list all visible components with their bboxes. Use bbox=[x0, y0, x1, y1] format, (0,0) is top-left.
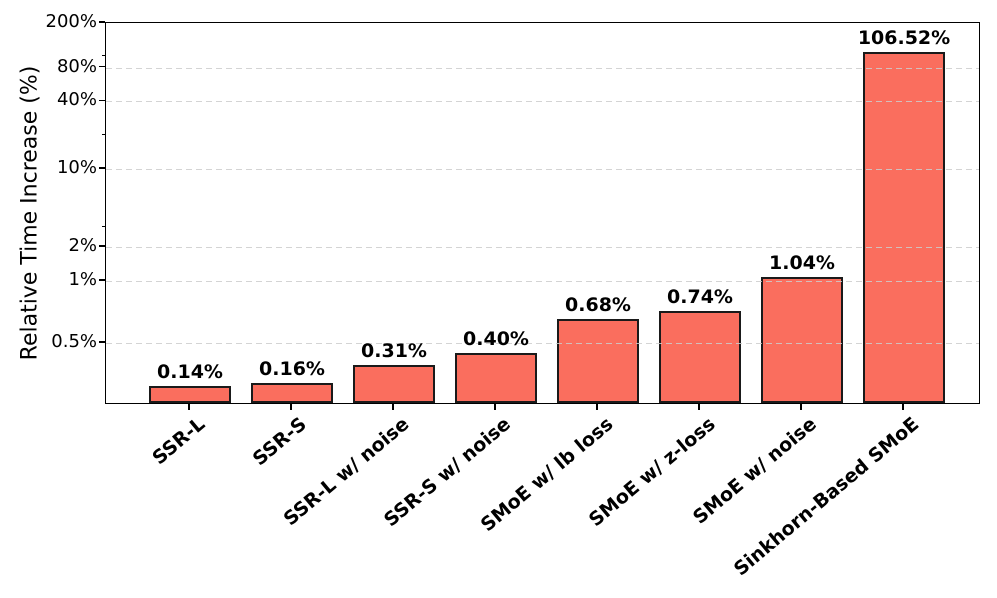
y-minor-tick bbox=[101, 133, 105, 135]
y-tick-label: 0.5% bbox=[51, 331, 97, 352]
y-tick-label: 10% bbox=[56, 156, 97, 178]
x-tick-label: SSR-L bbox=[148, 413, 210, 470]
y-tick-label: 40% bbox=[56, 89, 97, 111]
y-major-tick bbox=[99, 99, 105, 102]
x-tick bbox=[188, 404, 190, 410]
x-tick bbox=[290, 404, 292, 410]
bar-smoe-w-z-loss bbox=[659, 311, 741, 403]
bar-value-label: 0.31% bbox=[361, 339, 427, 362]
bar-sinkhorn-based-smoe bbox=[863, 51, 945, 403]
y-tick-label: 2% bbox=[68, 235, 97, 257]
bar-ssr-l-w-noise bbox=[353, 364, 435, 403]
y-major-tick bbox=[99, 167, 105, 169]
y-tick-label: 200% bbox=[45, 11, 97, 32]
bar-ssr-l bbox=[149, 385, 231, 403]
bar-value-label: 0.16% bbox=[259, 358, 325, 381]
bar-smoe-w-lb-loss bbox=[557, 318, 639, 403]
bar-value-label: 106.52% bbox=[857, 26, 951, 49]
bar-ssr-s bbox=[251, 383, 333, 403]
bar-value-label: 0.40% bbox=[463, 328, 529, 351]
x-tick-label: Sinkhorn-Based SMoE bbox=[729, 413, 924, 581]
x-tick bbox=[596, 404, 598, 410]
y-tick-label: 80% bbox=[56, 55, 97, 77]
y-major-tick bbox=[99, 21, 105, 23]
bar-value-label: 0.68% bbox=[565, 293, 631, 316]
gridline-80% bbox=[106, 67, 979, 69]
y-tick-label: 1% bbox=[68, 269, 97, 290]
plot-area: 0.14% 0.16% 0.31% 0.40% 0.68% 0.74% 1.04% 106.5… bbox=[105, 22, 980, 404]
y-major-tick bbox=[99, 341, 105, 343]
bar-value-label: 1.04% bbox=[769, 252, 835, 275]
x-tick-label: SSR-S bbox=[248, 413, 312, 471]
y-minor-tick bbox=[101, 225, 105, 228]
y-minor-tick bbox=[101, 55, 105, 57]
y-major-tick bbox=[99, 279, 105, 281]
bar-value-label: 0.14% bbox=[157, 360, 223, 383]
bar-smoe-w-noise bbox=[761, 277, 843, 403]
x-tick bbox=[902, 404, 904, 410]
bar-ssr-s-w-noise bbox=[455, 353, 537, 403]
gridline-0.5% bbox=[106, 343, 979, 344]
gridline-40% bbox=[106, 101, 979, 103]
gridline-1% bbox=[106, 281, 979, 282]
x-tick bbox=[392, 404, 394, 410]
x-tick bbox=[494, 404, 496, 410]
gridline-2% bbox=[106, 247, 979, 249]
y-major-tick bbox=[99, 245, 105, 248]
gridline-10% bbox=[106, 168, 979, 170]
x-tick bbox=[800, 404, 802, 410]
y-major-tick bbox=[99, 65, 105, 68]
bar-value-label: 0.74% bbox=[667, 286, 733, 309]
x-tick bbox=[698, 404, 700, 410]
